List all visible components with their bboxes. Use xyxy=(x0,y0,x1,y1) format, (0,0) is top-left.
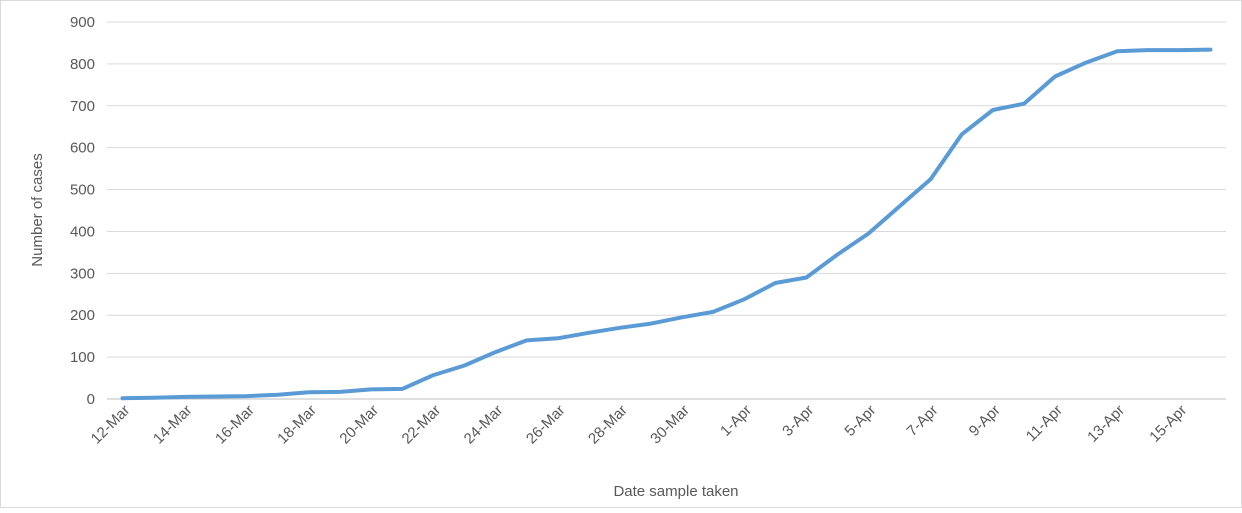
y-tick-label: 0 xyxy=(87,391,95,408)
y-tick-label: 500 xyxy=(70,182,95,199)
y-tick-label: 400 xyxy=(70,223,95,240)
x-axis-label: Date sample taken xyxy=(613,483,738,500)
y-tick-label: 300 xyxy=(70,265,95,282)
data-line xyxy=(120,47,1213,401)
y-tick-label: 600 xyxy=(70,140,95,157)
y-tick-label: 800 xyxy=(70,56,95,73)
y-tick-label: 200 xyxy=(70,307,95,324)
y-tick-label: 700 xyxy=(70,98,95,115)
y-tick-label: 900 xyxy=(70,14,95,31)
y-tick-label: 100 xyxy=(70,349,95,366)
y-axis-label: Number of cases xyxy=(29,153,46,266)
